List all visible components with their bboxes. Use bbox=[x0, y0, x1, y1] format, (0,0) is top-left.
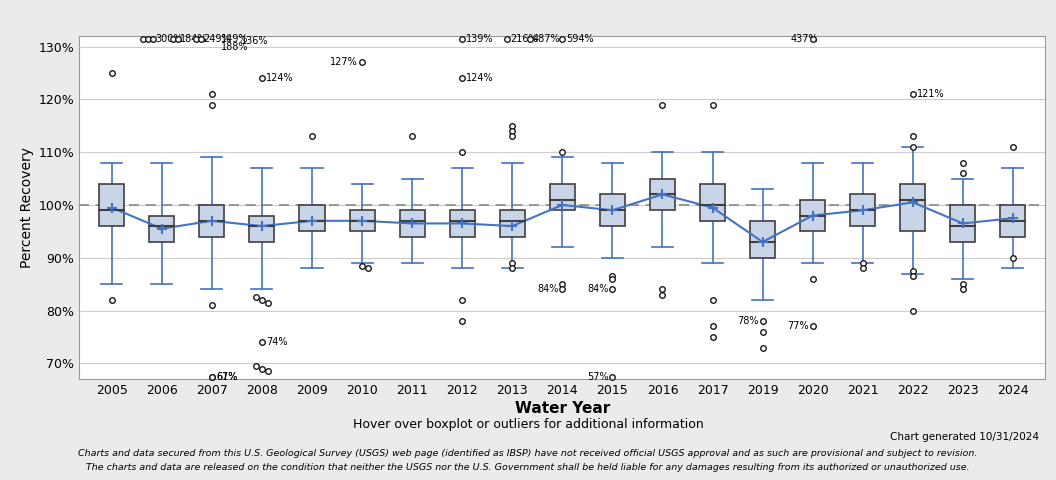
Bar bbox=[300, 205, 324, 231]
Y-axis label: Percent Recovery: Percent Recovery bbox=[20, 147, 34, 268]
Text: 300%: 300% bbox=[155, 34, 183, 44]
Bar bbox=[200, 205, 224, 237]
Bar bbox=[700, 184, 725, 221]
Text: 74%: 74% bbox=[266, 337, 287, 347]
Bar bbox=[600, 194, 625, 226]
Text: 124%: 124% bbox=[266, 73, 294, 83]
Bar bbox=[800, 200, 825, 231]
Bar bbox=[1000, 205, 1025, 237]
Text: The charts and data are released on the condition that neither the USGS nor the : The charts and data are released on the … bbox=[87, 464, 969, 472]
Text: 84%: 84% bbox=[536, 285, 559, 294]
Text: Charts and data secured from this U.S. Geological Survey (USGS) web page (identi: Charts and data secured from this U.S. G… bbox=[78, 449, 978, 458]
Text: 127%: 127% bbox=[331, 58, 358, 67]
Bar bbox=[99, 184, 125, 226]
Text: 124%: 124% bbox=[466, 73, 494, 83]
Bar bbox=[399, 210, 425, 237]
Bar bbox=[850, 194, 875, 226]
Text: 249%: 249% bbox=[204, 34, 231, 44]
Bar bbox=[499, 210, 525, 237]
Bar bbox=[550, 184, 574, 210]
Text: 216%: 216% bbox=[510, 34, 538, 44]
Bar bbox=[149, 216, 174, 242]
Text: 139%: 139% bbox=[466, 34, 494, 44]
Bar bbox=[950, 205, 976, 242]
Text: 149%: 149% bbox=[221, 34, 248, 44]
Bar bbox=[249, 216, 275, 242]
Bar bbox=[649, 179, 675, 210]
Text: Chart generated 10/31/2024: Chart generated 10/31/2024 bbox=[890, 432, 1039, 442]
Text: 184%: 184% bbox=[181, 34, 208, 44]
Text: 67%: 67% bbox=[215, 372, 238, 382]
Text: 84%: 84% bbox=[587, 285, 608, 294]
Text: 487%: 487% bbox=[532, 34, 560, 44]
Text: 57%: 57% bbox=[587, 372, 608, 382]
X-axis label: Water Year: Water Year bbox=[514, 401, 610, 416]
Bar bbox=[450, 210, 475, 237]
Bar bbox=[750, 221, 775, 258]
Text: 437%: 437% bbox=[790, 34, 817, 44]
Text: 136%: 136% bbox=[241, 36, 268, 46]
Text: 77%: 77% bbox=[787, 322, 809, 331]
Text: 121%: 121% bbox=[917, 89, 944, 99]
Text: 594%: 594% bbox=[566, 34, 593, 44]
Text: 61%: 61% bbox=[215, 372, 238, 382]
Text: 78%: 78% bbox=[737, 316, 758, 326]
Text: Hover over boxplot or outliers for additional information: Hover over boxplot or outliers for addit… bbox=[353, 418, 703, 432]
Bar bbox=[901, 184, 925, 231]
Text: 188%: 188% bbox=[221, 42, 248, 51]
Bar bbox=[350, 210, 375, 231]
